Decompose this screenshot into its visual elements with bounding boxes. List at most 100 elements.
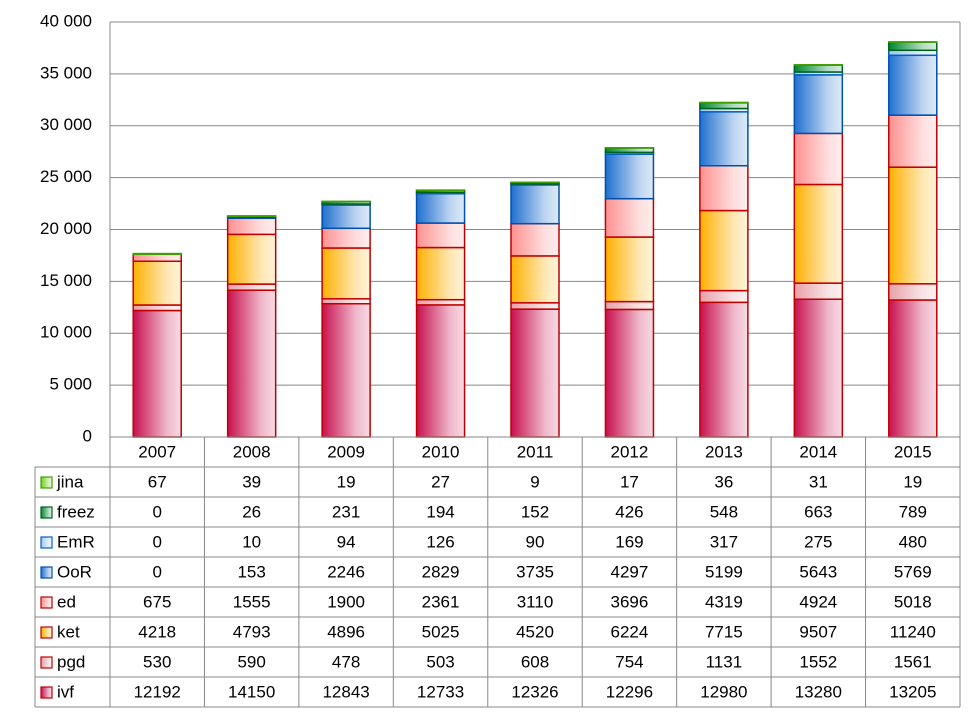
- bar-segment: [794, 184, 842, 283]
- table-value: 480: [899, 532, 927, 551]
- table-value: 754: [615, 652, 643, 671]
- bar-segment: [417, 300, 465, 305]
- table-value: 0: [152, 502, 161, 521]
- bar-segment: [417, 248, 465, 300]
- bar-segment: [228, 234, 276, 284]
- bar-segment: [700, 302, 748, 437]
- bar-segment: [511, 256, 559, 303]
- table-value: 12733: [417, 682, 464, 701]
- x-tick-label: 2009: [327, 442, 365, 461]
- legend-label: EmR: [57, 532, 95, 551]
- table-value: 194: [426, 502, 454, 521]
- table-value: 90: [526, 532, 545, 551]
- legend-label: pgd: [57, 652, 85, 671]
- table-value: 663: [804, 502, 832, 521]
- y-tick-label: 25 000: [40, 167, 92, 186]
- table-value: 169: [615, 532, 643, 551]
- legend-swatch: [41, 687, 52, 698]
- legend-label: ket: [57, 622, 80, 641]
- bar-segment: [700, 112, 748, 166]
- table-value: 5643: [799, 562, 837, 581]
- table-value: 675: [143, 592, 171, 611]
- legend-label: freez: [57, 502, 95, 521]
- table-value: 590: [237, 652, 265, 671]
- table-value: 4218: [138, 622, 176, 641]
- table-value: 10: [242, 532, 261, 551]
- table-value: 7715: [705, 622, 743, 641]
- table-value: 1555: [233, 592, 271, 611]
- table-value: 530: [143, 652, 171, 671]
- table-value: 12326: [511, 682, 558, 701]
- bar-segment: [322, 304, 370, 437]
- x-tick-label: 2010: [422, 442, 460, 461]
- bar-segment: [417, 305, 465, 437]
- table-value: 4896: [327, 622, 365, 641]
- table-value: 12296: [606, 682, 653, 701]
- x-tick-label: 2014: [799, 442, 837, 461]
- bar-segment: [889, 167, 937, 284]
- table-value: 0: [152, 562, 161, 581]
- table-value: 548: [710, 502, 738, 521]
- bar-segment: [133, 311, 181, 437]
- table-value: 5199: [705, 562, 743, 581]
- y-tick-label: 15 000: [40, 271, 92, 290]
- bar-segment: [889, 42, 937, 50]
- legend-swatch: [41, 657, 52, 668]
- bar-segment: [511, 185, 559, 224]
- bar-segment: [511, 224, 559, 256]
- table-value: 6224: [611, 622, 649, 641]
- bar-segment: [605, 302, 653, 310]
- table-value: 789: [899, 502, 927, 521]
- legend-swatch: [41, 597, 52, 608]
- bar-segment: [228, 284, 276, 290]
- table-value: 3110: [517, 592, 554, 611]
- legend-swatch: [41, 567, 52, 578]
- x-tick-label: 2008: [233, 442, 271, 461]
- bar-segment: [417, 223, 465, 247]
- table-value: 5769: [894, 562, 932, 581]
- table-value: 17: [620, 472, 639, 491]
- table-value: 152: [521, 502, 549, 521]
- y-tick-label: 0: [83, 426, 92, 445]
- legend-swatch: [41, 477, 52, 488]
- table-value: 14150: [228, 682, 275, 701]
- table-value: 12980: [700, 682, 747, 701]
- bar-segment: [794, 283, 842, 299]
- bar-segment: [322, 205, 370, 228]
- table-value: 2829: [422, 562, 460, 581]
- table-value: 19: [903, 472, 922, 491]
- bar-segment: [889, 55, 937, 115]
- table-value: 67: [148, 472, 167, 491]
- table-value: 3696: [611, 592, 649, 611]
- legend-label: ivf: [57, 682, 74, 701]
- table-value: 126: [426, 532, 454, 551]
- table-value: 4924: [799, 592, 837, 611]
- bar-segment: [889, 284, 937, 300]
- table-value: 4319: [705, 592, 743, 611]
- bar-segment: [700, 103, 748, 109]
- bar-segment: [700, 291, 748, 303]
- x-tick-label: 2012: [611, 442, 649, 461]
- y-tick-label: 30 000: [40, 115, 92, 134]
- x-tick-label: 2015: [894, 442, 932, 461]
- legend-label: ed: [57, 592, 76, 611]
- bar-segment: [794, 133, 842, 184]
- bar-segment: [794, 65, 842, 72]
- table-value: 317: [710, 532, 738, 551]
- table-value: 4297: [611, 562, 649, 581]
- bar-segment: [794, 299, 842, 437]
- bar-segment: [228, 218, 276, 234]
- y-tick-label: 5 000: [49, 375, 92, 394]
- legend-swatch: [41, 627, 52, 638]
- legend-label: OoR: [57, 562, 92, 581]
- table-value: 13280: [795, 682, 842, 701]
- table-value: 39: [242, 472, 261, 491]
- table-value: 12843: [322, 682, 369, 701]
- bar-segment: [889, 300, 937, 437]
- bar-segment: [794, 75, 842, 134]
- table-value: 5018: [894, 592, 932, 611]
- table-value: 1561: [894, 652, 932, 671]
- bar-segment: [700, 166, 748, 211]
- x-tick-label: 2007: [138, 442, 176, 461]
- bar-segment: [133, 305, 181, 310]
